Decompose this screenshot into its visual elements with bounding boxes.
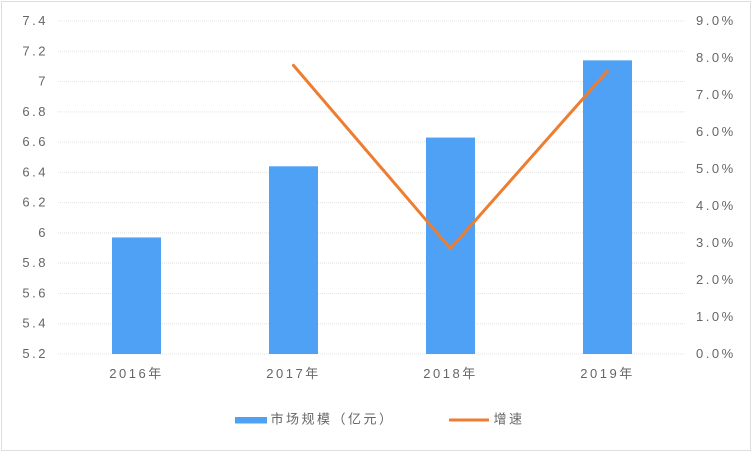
svg-text:市场规模（亿元）: 市场规模（亿元） [271, 412, 395, 427]
svg-text:6.8: 6.8 [22, 104, 48, 119]
svg-text:0.0%: 0.0% [696, 346, 736, 361]
svg-text:8.0%: 8.0% [696, 50, 736, 65]
svg-text:6.4: 6.4 [22, 164, 48, 179]
svg-text:7.4: 7.4 [22, 13, 48, 28]
svg-text:1.0%: 1.0% [696, 309, 736, 324]
svg-text:6.0%: 6.0% [696, 124, 736, 139]
svg-text:6.6: 6.6 [22, 134, 48, 149]
svg-text:6.2: 6.2 [22, 195, 48, 210]
svg-text:5.8: 5.8 [22, 255, 48, 270]
svg-text:5.6: 5.6 [22, 285, 48, 300]
svg-text:3.0%: 3.0% [696, 235, 736, 250]
svg-text:7.0%: 7.0% [696, 87, 736, 102]
svg-text:4.0%: 4.0% [696, 198, 736, 213]
svg-text:2017年: 2017年 [266, 366, 320, 381]
svg-text:9.0%: 9.0% [696, 13, 736, 28]
svg-text:5.4: 5.4 [22, 316, 48, 331]
svg-text:7: 7 [38, 74, 48, 89]
svg-text:5.0%: 5.0% [696, 161, 736, 176]
svg-text:6: 6 [38, 225, 48, 240]
svg-text:2016年: 2016年 [109, 366, 163, 381]
svg-text:2018年: 2018年 [423, 366, 477, 381]
svg-text:7.2: 7.2 [22, 43, 48, 58]
svg-text:2019年: 2019年 [580, 366, 634, 381]
svg-text:2.0%: 2.0% [696, 272, 736, 287]
svg-text:增速: 增速 [494, 412, 525, 427]
svg-text:5.2: 5.2 [22, 346, 48, 361]
